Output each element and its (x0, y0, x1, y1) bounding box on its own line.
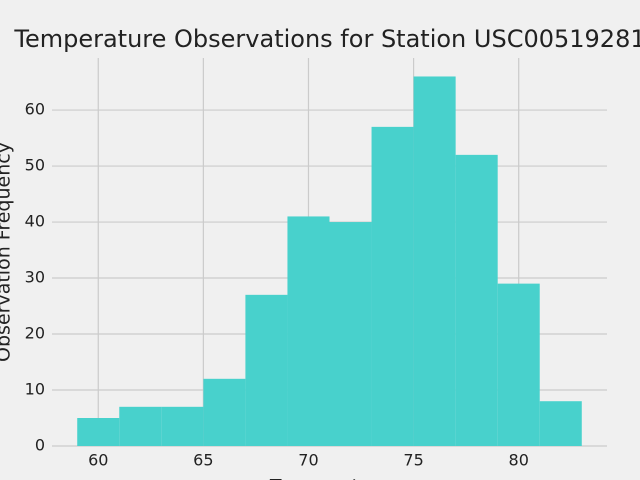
y-tick-label: 50 (25, 156, 45, 175)
bar (287, 216, 330, 446)
bar (161, 406, 204, 446)
y-tick-label: 0 (35, 436, 45, 455)
y-tick-label: 30 (25, 268, 45, 287)
x-tick-label: 75 (403, 451, 423, 470)
bar (245, 294, 288, 446)
bar (329, 222, 372, 446)
chart-title: Temperature Observations for Station USC… (13, 25, 640, 53)
bar (119, 406, 162, 446)
y-tick-label: 20 (25, 324, 45, 343)
bar (455, 154, 498, 446)
y-axis-label: Observation Frequency (0, 142, 15, 362)
bar (371, 126, 414, 447)
bar (539, 401, 582, 446)
x-tick-label: 65 (193, 451, 213, 470)
y-tick-label: 40 (25, 212, 45, 231)
bar (203, 378, 246, 446)
x-tick-label: 70 (298, 451, 318, 470)
bar (497, 283, 540, 446)
x-tick-label: 80 (509, 451, 529, 470)
bar (77, 418, 120, 446)
x-tick-label: 60 (88, 451, 108, 470)
y-tick-label: 10 (25, 380, 45, 399)
bar (413, 76, 456, 446)
y-tick-label: 60 (25, 100, 45, 119)
x-axis-label: Temperature (269, 476, 390, 480)
